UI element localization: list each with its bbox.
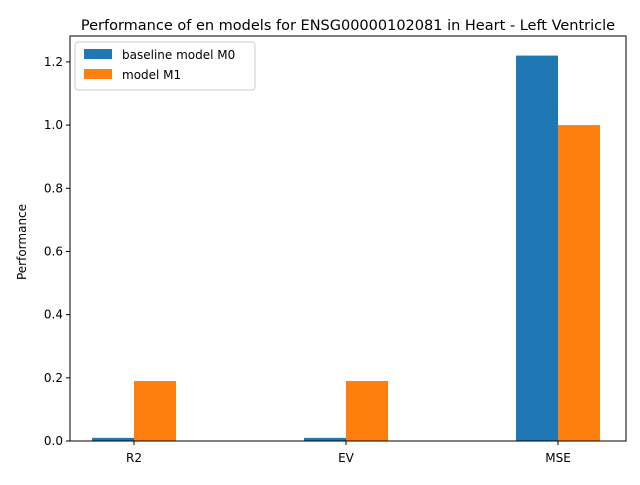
legend-label-0: baseline model M0 <box>122 48 235 62</box>
legend-box <box>74 41 256 91</box>
legend-swatch-0 <box>84 49 112 59</box>
bars-group <box>92 55 600 442</box>
bar-r2-series-1 <box>134 380 176 441</box>
y-axis-label: Performance <box>15 204 29 280</box>
x-tick-label: MSE <box>545 451 571 465</box>
y-tick-label: 1.0 <box>44 118 63 132</box>
y-tick-label: 0.2 <box>44 371 63 385</box>
y-tick-label: 0.6 <box>44 244 63 258</box>
y-tick-label: 0.0 <box>44 434 63 448</box>
y-tick-label: 0.4 <box>44 308 63 322</box>
x-tick-label: EV <box>338 451 355 465</box>
legend: baseline model M0 model M1 <box>74 41 256 91</box>
y-tick-label: 0.8 <box>44 181 63 195</box>
bar-mse-series-0 <box>516 55 558 442</box>
chart-title: Performance of en models for ENSG0000010… <box>81 18 615 34</box>
legend-swatch-1 <box>84 69 112 79</box>
bar-r2-series-0 <box>92 437 134 441</box>
bar-ev-series-1 <box>346 380 388 441</box>
y-tick-label: 1.2 <box>44 55 63 69</box>
bar-mse-series-1 <box>558 125 600 441</box>
bar-ev-series-0 <box>304 437 346 441</box>
axes-group: 0.0 0.2 0.4 0.6 0.8 1.0 1.2 R2 EV MSE <box>44 35 627 465</box>
x-tick-label: R2 <box>126 451 142 465</box>
legend-label-1: model M1 <box>122 68 181 82</box>
plot-frame <box>69 35 627 442</box>
